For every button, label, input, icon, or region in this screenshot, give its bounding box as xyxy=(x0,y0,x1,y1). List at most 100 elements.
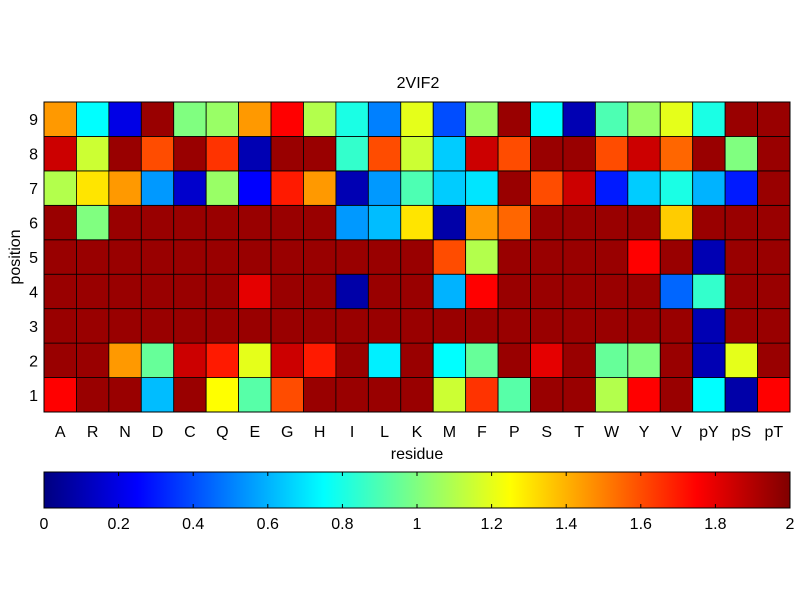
heatmap-cell xyxy=(108,136,142,172)
colorbar-tick-label: 1.8 xyxy=(704,516,726,533)
colorbar-ticks: 0 0.2 0.4 0.6 0.8 1 1.2 1.4 1.6 1.8 2 xyxy=(40,472,795,533)
heatmap-cell xyxy=(400,136,434,172)
heatmap-cell xyxy=(432,308,467,344)
heatmap-cell xyxy=(140,136,175,172)
heatmap-cell xyxy=(43,204,77,241)
heatmap-cell xyxy=(205,377,239,413)
heatmap-cell xyxy=(270,308,304,344)
heatmap-cell xyxy=(627,308,661,344)
colorbar-tick-label: 0.8 xyxy=(331,516,353,533)
heatmap-cell xyxy=(659,204,694,241)
heatmap-cell xyxy=(108,170,142,206)
heatmap-cell xyxy=(400,170,434,206)
heatmap-cell xyxy=(367,170,402,206)
heatmap-cell xyxy=(76,136,110,172)
heatmap-cell xyxy=(173,239,207,275)
heatmap-cell xyxy=(238,342,272,378)
x-tick-label: K xyxy=(412,424,423,441)
heatmap-cell xyxy=(465,377,499,413)
heatmap-cell xyxy=(627,204,661,241)
heatmap-cell xyxy=(497,342,531,378)
heatmap-cell xyxy=(757,101,791,137)
heatmap-cell xyxy=(594,170,629,206)
x-tick-label: R xyxy=(87,424,99,441)
heatmap-cell xyxy=(238,377,272,413)
y-tick-label: 1 xyxy=(29,388,38,405)
heatmap-cell xyxy=(400,273,434,310)
heatmap-cell xyxy=(303,170,337,206)
heatmap-cell xyxy=(205,136,239,172)
heatmap-cell xyxy=(43,377,77,413)
heatmap-cell xyxy=(303,101,337,137)
heatmap-cell xyxy=(270,342,304,378)
heatmap-cell xyxy=(757,170,791,206)
heatmap-cell xyxy=(757,377,791,413)
heatmap-cell xyxy=(465,308,499,344)
y-tick-labels: 1 2 3 4 5 6 7 8 9 xyxy=(29,112,38,405)
heatmap-cell xyxy=(238,239,272,275)
heatmap-cell xyxy=(627,239,661,275)
heatmap-cell xyxy=(335,101,369,137)
heatmap-cell xyxy=(335,136,369,172)
heatmap-cell xyxy=(627,136,661,172)
heatmap-cell xyxy=(432,273,467,310)
heatmap-cell xyxy=(140,170,175,206)
x-tick-label: C xyxy=(184,424,196,441)
heatmap-cell xyxy=(724,170,758,206)
heatmap-cell xyxy=(530,377,564,413)
heatmap-cell xyxy=(594,101,629,137)
heatmap-cell xyxy=(367,239,402,275)
x-tick-label: M xyxy=(443,424,456,441)
heatmap-cell xyxy=(367,136,402,172)
heatmap-cell xyxy=(497,377,531,413)
heatmap-cell xyxy=(270,273,304,310)
colorbar-tick-label: 0 xyxy=(40,516,49,533)
heatmap-cell xyxy=(724,342,758,378)
heatmap-cell xyxy=(238,101,272,137)
heatmap-cell xyxy=(76,204,110,241)
heatmap-cell xyxy=(497,273,531,310)
heatmap-cell xyxy=(270,136,304,172)
heatmap-cell xyxy=(173,377,207,413)
heatmap-cell xyxy=(530,136,564,172)
heatmap-cell xyxy=(627,170,661,206)
heatmap-cell xyxy=(530,239,564,275)
plot-frame xyxy=(43,101,791,413)
heatmap-cell xyxy=(692,101,726,137)
heatmap-cell xyxy=(205,342,239,378)
heatmap-cell xyxy=(724,377,758,413)
heatmap-cell xyxy=(335,342,369,378)
heatmap-cell xyxy=(627,377,661,413)
heatmap-cell xyxy=(270,101,304,137)
heatmap-cell xyxy=(659,170,694,206)
heatmap-cell xyxy=(43,308,77,344)
heatmap-cell xyxy=(432,204,467,241)
heatmap-cell xyxy=(465,342,499,378)
y-tick-label: 8 xyxy=(29,147,38,164)
heatmap-cell xyxy=(562,136,596,172)
heatmap-cell xyxy=(205,308,239,344)
heatmap-cell xyxy=(465,170,499,206)
colorbar-tick-label: 2 xyxy=(786,516,795,533)
heatmap-cell xyxy=(659,273,694,310)
heatmap-cell xyxy=(140,342,175,378)
heatmap-cell xyxy=(76,170,110,206)
heatmap-cell xyxy=(530,170,564,206)
x-tick-label: F xyxy=(477,424,487,441)
colorbar-tick-label: 1.4 xyxy=(555,516,577,533)
heatmap-cell xyxy=(108,204,142,241)
heatmap-cell xyxy=(432,342,467,378)
heatmap-cell xyxy=(270,377,304,413)
heatmap-cell xyxy=(562,204,596,241)
x-tick-label: T xyxy=(574,424,584,441)
y-tick-label: 4 xyxy=(29,284,38,301)
heatmap-cell xyxy=(432,239,467,275)
heatmap-cell xyxy=(432,377,467,413)
heatmap-cell xyxy=(724,273,758,310)
heatmap-cell xyxy=(270,239,304,275)
heatmap-cell xyxy=(497,170,531,206)
x-tick-label: pY xyxy=(699,424,719,441)
x-tick-label: pT xyxy=(764,424,783,441)
